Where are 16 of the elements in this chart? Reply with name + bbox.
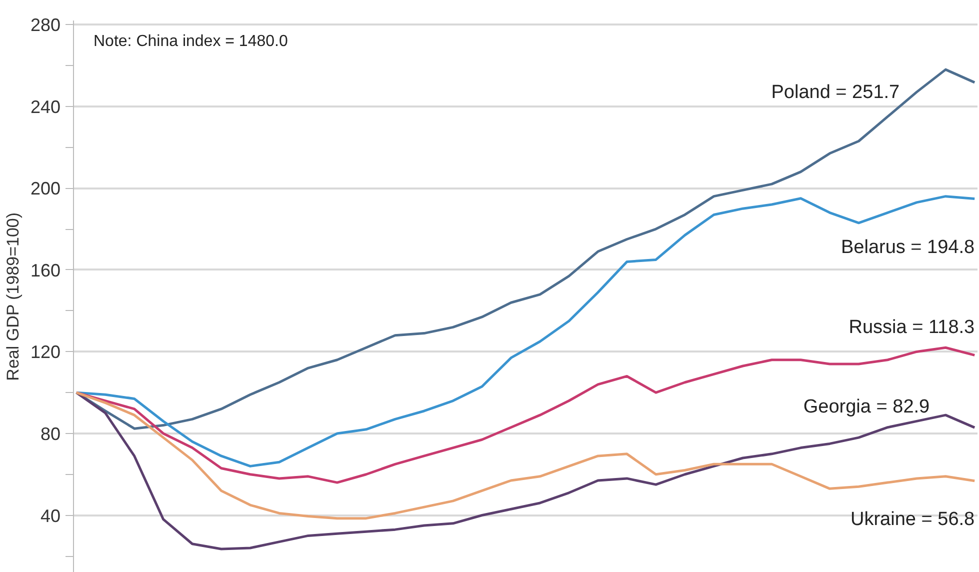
- annotation: Belarus = 194.8: [840, 236, 975, 258]
- y-tick-label: 120: [30, 342, 61, 362]
- annotation: Poland = 251.7: [771, 82, 900, 103]
- y-tick-label: 280: [30, 15, 61, 36]
- y-axis-title: Real GDP (1989=100): [3, 212, 22, 381]
- y-tick-label: 200: [30, 178, 61, 199]
- annotation: Georgia = 82.9: [803, 396, 930, 418]
- annotation: Russia = 118.3: [848, 316, 975, 338]
- line-series: [75, 391, 976, 550]
- y-tick-label: 40: [40, 506, 61, 526]
- y-tick-label: 80: [40, 424, 61, 444]
- line-series: [75, 195, 976, 468]
- y-tick-label: 160: [30, 260, 61, 280]
- annotation: Note: China index = 1480.0: [94, 32, 288, 50]
- annotation: Ukraine = 56.8: [850, 509, 975, 530]
- y-tick-label: 240: [30, 96, 61, 117]
